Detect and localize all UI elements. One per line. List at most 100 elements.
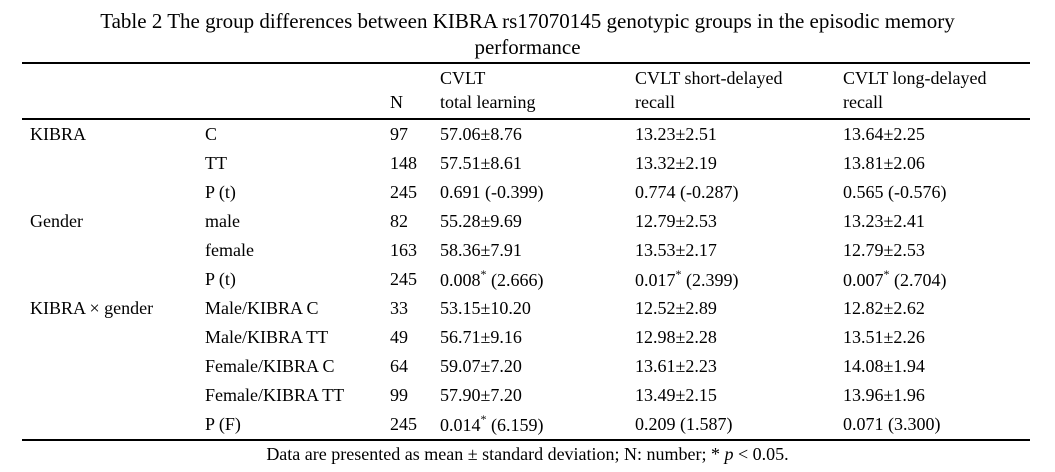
table-row: KIBRA × gender Male/KIBRA C 33 53.15±10.20 1…: [22, 294, 1030, 323]
table-row: KIBRA C 97 57.06±8.76 13.23±2.51 13.64±2.25: [22, 119, 1030, 149]
cell-long-delayed: 13.96±1.96: [843, 385, 925, 405]
cell-short-delayed: 12.98±2.28: [635, 327, 717, 347]
cell-total-learning: 59.07±7.20: [440, 356, 522, 376]
cell-short-delayed: 13.49±2.15: [635, 385, 717, 405]
header-short-delayed-line1: CVLT short-delayed: [635, 68, 783, 88]
header-n: N: [390, 63, 440, 120]
significance-asterisk: *: [480, 412, 487, 426]
cell-n: 82: [390, 211, 408, 231]
cell-long-delayed: 0.565 (-0.576): [843, 182, 947, 202]
table-title-line1: Table 2 The group differences between KI…: [100, 9, 955, 33]
table-row: TT 148 57.51±8.61 13.32±2.19 13.81±2.06: [22, 149, 1030, 178]
cell-subgroup: P (t): [205, 269, 236, 289]
table-header: N CVLT total learning CVLT short-delayed…: [22, 63, 1030, 120]
footnote-italic-p: p: [724, 444, 734, 464]
cell-subgroup: TT: [205, 153, 227, 173]
table-row: Female/KIBRA TT 99 57.90±7.20 13.49±2.15 13.…: [22, 381, 1030, 410]
cell-subgroup: Female/KIBRA TT: [205, 385, 345, 405]
cell-n: 33: [390, 298, 408, 318]
cell-group: [22, 381, 205, 410]
cell-group: Gender: [30, 211, 83, 231]
cell-subgroup: C: [205, 124, 218, 144]
cell-n: 245: [390, 269, 417, 289]
significance-asterisk: *: [675, 267, 682, 281]
cell-short-delayed: 0.017* (2.399): [635, 267, 739, 290]
results-table: N CVLT total learning CVLT short-delayed…: [22, 62, 1030, 441]
cell-long-delayed: 0.007* (2.704): [843, 267, 947, 290]
cell-long-delayed: 13.64±2.25: [843, 124, 925, 144]
table-row: P (F) 245 0.014* (6.159) 0.209 (1.587) 0.071…: [22, 410, 1030, 440]
table-row: P (t) 245 0.691 (-0.399) 0.774 (-0.287) 0.56…: [22, 178, 1030, 207]
table-row: Male/KIBRA TT 49 56.71±9.16 12.98±2.28 13.51…: [22, 323, 1030, 352]
cell-n: 49: [390, 327, 408, 347]
cell-group: [22, 236, 205, 265]
cell-short-delayed: 0.774 (-0.287): [635, 182, 739, 202]
cell-group: [22, 323, 205, 352]
header-total-learning: CVLT total learning: [440, 63, 635, 120]
cell-short-delayed: 0.209 (1.587): [635, 414, 733, 434]
cell-total-learning: 57.06±8.76: [440, 124, 522, 144]
cell-total-learning: 56.71±9.16: [440, 327, 522, 347]
cell-long-delayed: 0.071 (3.300): [843, 414, 941, 434]
cell-long-delayed: 13.23±2.41: [843, 211, 925, 231]
cell-subgroup: female: [205, 240, 254, 260]
table-footnote: Data are presented as mean ± standard de…: [0, 442, 1055, 466]
significance-asterisk: *: [480, 267, 487, 281]
cell-n: 148: [390, 153, 417, 173]
table-title: Table 2 The group differences between KI…: [0, 0, 1055, 60]
cell-n: 97: [390, 124, 408, 144]
cell-long-delayed: 12.79±2.53: [843, 240, 925, 260]
cell-n: 64: [390, 356, 408, 376]
cell-subgroup: Female/KIBRA C: [205, 356, 335, 376]
cell-short-delayed: 13.61±2.23: [635, 356, 717, 376]
cell-subgroup: Male/KIBRA TT: [205, 327, 329, 347]
cell-long-delayed: 14.08±1.94: [843, 356, 925, 376]
cell-group: [22, 149, 205, 178]
cell-short-delayed: 13.23±2.51: [635, 124, 717, 144]
cell-short-delayed: 12.52±2.89: [635, 298, 717, 318]
header-short-delayed: CVLT short-delayed recall: [635, 63, 843, 120]
table-row: P (t) 245 0.008* (2.666) 0.017* (2.399) 0.00…: [22, 265, 1030, 294]
header-subgroup: [205, 63, 390, 120]
cell-short-delayed: 12.79±2.53: [635, 211, 717, 231]
cell-long-delayed: 12.82±2.62: [843, 298, 925, 318]
header-group: [22, 63, 205, 120]
footnote-post: < 0.05.: [733, 444, 789, 464]
table-row: Female/KIBRA C 64 59.07±7.20 13.61±2.23 14.0…: [22, 352, 1030, 381]
cell-group: [22, 352, 205, 381]
significance-asterisk: *: [883, 267, 890, 281]
cell-subgroup: P (F): [205, 414, 241, 434]
cell-n: 99: [390, 385, 408, 405]
cell-long-delayed: 13.51±2.26: [843, 327, 925, 347]
header-long-delayed-line1: CVLT long-delayed: [843, 68, 987, 88]
header-long-delayed: CVLT long-delayed recall: [843, 63, 1030, 120]
header-n-label: N: [390, 92, 403, 112]
table-body: KIBRA C 97 57.06±8.76 13.23±2.51 13.64±2.25 TT…: [22, 119, 1030, 440]
cell-total-learning: 57.51±8.61: [440, 153, 522, 173]
cell-n: 163: [390, 240, 417, 260]
header-total-learning-line1: CVLT: [440, 68, 486, 88]
cell-group: [22, 265, 205, 294]
table-row: Gender male 82 55.28±9.69 12.79±2.53 13.23±2.…: [22, 207, 1030, 236]
cell-total-learning: 0.691 (-0.399): [440, 182, 544, 202]
header-total-learning-line2: total learning: [440, 92, 536, 112]
footnote-pre: Data are presented as mean ± standard de…: [266, 444, 725, 464]
cell-group: [22, 410, 205, 440]
cell-subgroup: Male/KIBRA C: [205, 298, 319, 318]
cell-short-delayed: 13.32±2.19: [635, 153, 717, 173]
cell-group: KIBRA × gender: [30, 298, 154, 318]
cell-subgroup: male: [205, 211, 240, 231]
header-row: N CVLT total learning CVLT short-delayed…: [22, 63, 1030, 120]
cell-group: KIBRA: [30, 124, 87, 144]
cell-short-delayed: 13.53±2.17: [635, 240, 717, 260]
table-container: N CVLT total learning CVLT short-delayed…: [22, 62, 1030, 441]
cell-total-learning: 57.90±7.20: [440, 385, 522, 405]
cell-total-learning: 53.15±10.20: [440, 298, 531, 318]
header-short-delayed-line2: recall: [635, 92, 675, 112]
table-row: female 163 58.36±7.91 13.53±2.17 12.79±2.53: [22, 236, 1030, 265]
cell-total-learning: 0.014* (6.159): [440, 412, 544, 435]
cell-total-learning: 0.008* (2.666): [440, 267, 544, 290]
cell-n: 245: [390, 414, 417, 434]
cell-group: [22, 178, 205, 207]
